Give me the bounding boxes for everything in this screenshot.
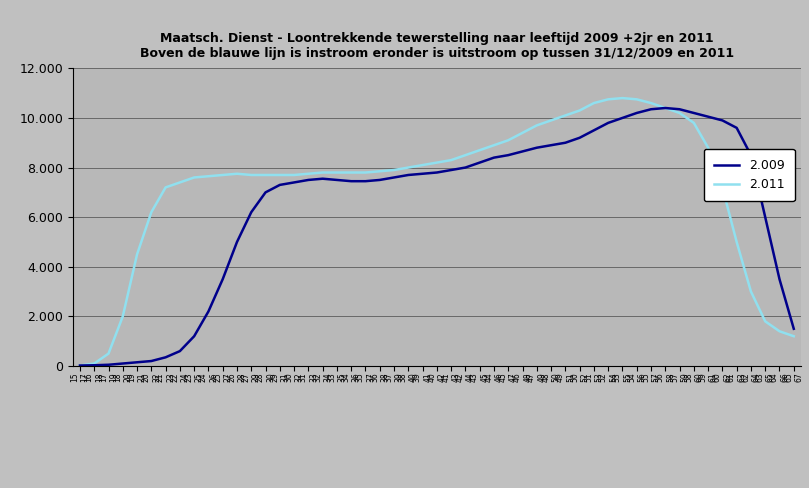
2.009 [775,276,785,282]
2.011 [789,333,798,339]
2.009 [303,177,313,183]
2.009 [75,363,85,368]
Legend: 2.009, 2.011: 2.009, 2.011 [704,149,794,201]
2.009 [546,142,556,148]
2.011 [546,118,556,123]
2.011 [290,172,299,178]
2.011 [589,100,599,106]
Title: Maatsch. Dienst - Loontrekkende tewerstelling naar leeftijd 2009 +2jr en 2011
Bo: Maatsch. Dienst - Loontrekkende tewerste… [140,32,734,60]
2.009 [290,180,299,185]
2.009 [232,239,242,245]
2.009 [589,127,599,133]
2.011 [303,171,313,177]
2.009 [660,105,670,111]
2.009 [789,326,798,332]
Line: 2.011: 2.011 [80,98,794,366]
2.011 [775,328,785,334]
Line: 2.009: 2.009 [80,108,794,366]
2.011 [75,363,85,368]
2.011 [232,171,242,177]
2.011 [617,95,627,101]
